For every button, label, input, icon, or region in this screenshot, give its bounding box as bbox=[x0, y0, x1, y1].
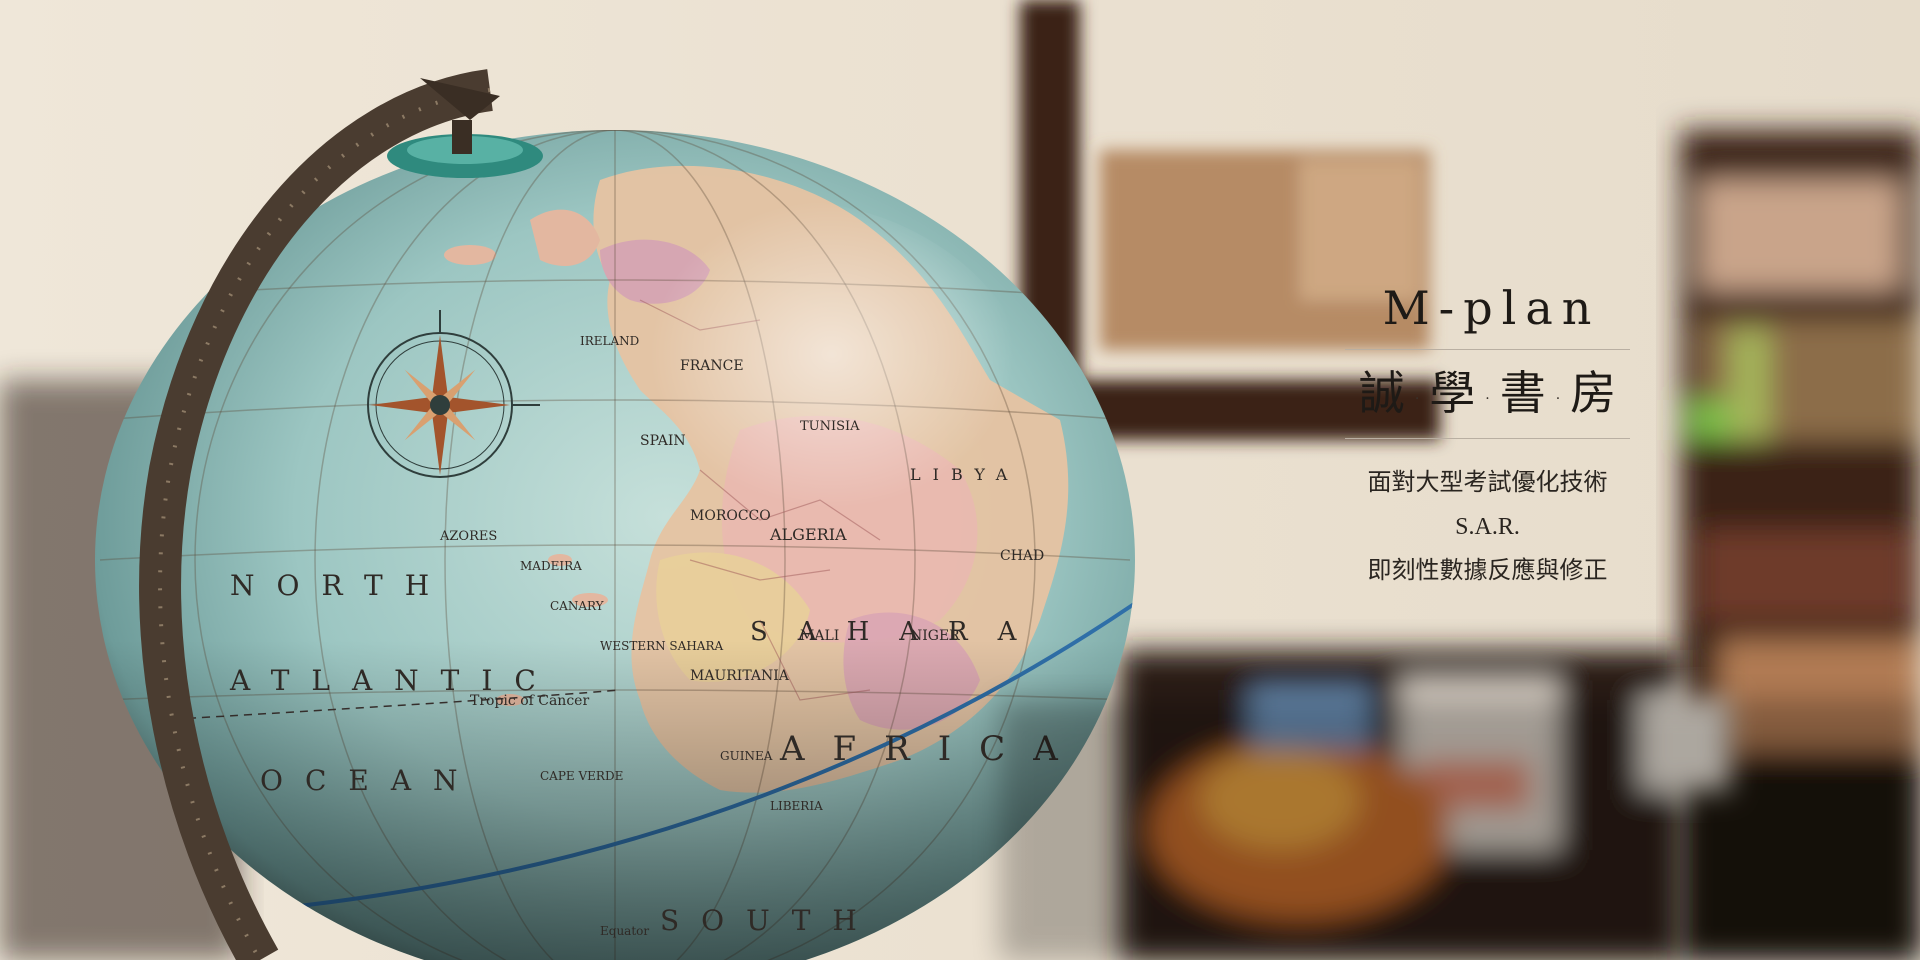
tagline-line-1: 面對大型考試優化技術 bbox=[1367, 470, 1608, 496]
label-france: FRANCE bbox=[680, 358, 744, 374]
label-south: SOUTH bbox=[660, 904, 879, 937]
subtitle-char-1: 誠 bbox=[1358, 366, 1405, 420]
label-madeira: MADEIRA bbox=[520, 559, 582, 573]
label-mali: MALI bbox=[800, 628, 839, 644]
subtitle-separator-1: · bbox=[1414, 391, 1420, 407]
label-north: NORTH bbox=[230, 569, 451, 602]
label-tunisia: TUNISIA bbox=[800, 419, 860, 434]
label-guinea: GUINEA bbox=[720, 749, 773, 763]
tagline: 面對大型考試優化技術 S.A.R. 即刻性數據反應與修正 bbox=[1345, 461, 1630, 593]
label-atlantic: ATLANTIC bbox=[229, 664, 558, 697]
label-niger: NIGER bbox=[910, 628, 960, 644]
label-mauritania: MAURITANIA bbox=[690, 668, 790, 684]
label-morocco: MOROCCO bbox=[690, 508, 771, 524]
subtitle-char-3: 書 bbox=[1499, 366, 1546, 420]
label-western-sahara: WESTERN SAHARA bbox=[600, 639, 723, 653]
label-ireland: IRELAND bbox=[580, 334, 639, 348]
subtitle-char-4: 房 bbox=[1570, 366, 1617, 420]
label-ocean: OCEAN bbox=[260, 764, 480, 797]
tagline-line-2: S.A.R. bbox=[1455, 514, 1520, 540]
subtitle-separator-3: · bbox=[1555, 391, 1561, 407]
label-azores: AZORES bbox=[439, 529, 497, 544]
subtitle-separator-2: · bbox=[1485, 391, 1490, 407]
label-libya: LIBYA bbox=[910, 465, 1019, 484]
label-spain: SPAIN bbox=[640, 433, 686, 449]
brand-divider-top bbox=[1345, 349, 1630, 350]
label-tropic: Tropic of Cancer bbox=[470, 693, 589, 709]
label-sahara: SAHARA bbox=[750, 617, 1046, 647]
subtitle-char-2: 學 bbox=[1429, 366, 1476, 420]
label-algeria: ALGERIA bbox=[769, 525, 847, 544]
brand-subtitle: 誠 · 學 · 書 · 房 bbox=[1345, 350, 1630, 438]
compass-rose bbox=[367, 310, 540, 478]
label-liberia: LIBERIA bbox=[770, 799, 823, 813]
brand-divider-bottom bbox=[1345, 438, 1630, 439]
brand-block: M-plan 誠 · 學 · 書 · 房 面對大型考試優化技術 S.A.R. 即… bbox=[1345, 285, 1630, 593]
tagline-line-3: 即刻性數據反應與修正 bbox=[1367, 558, 1608, 584]
label-chad: CHAD bbox=[1000, 548, 1044, 564]
label-canary: CANARY bbox=[550, 599, 605, 613]
label-cape-verde: CAPE VERDE bbox=[540, 769, 623, 783]
label-equator: Equator bbox=[600, 924, 649, 938]
brand-title: M-plan bbox=[1382, 281, 1601, 335]
